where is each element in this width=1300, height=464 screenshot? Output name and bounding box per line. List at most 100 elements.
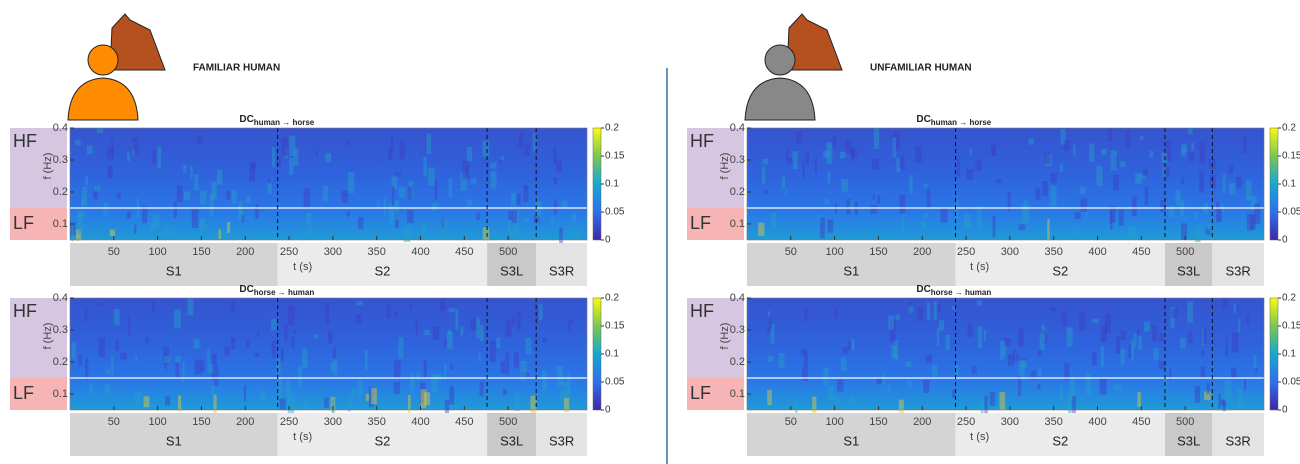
heatmap-texture [1246,316,1249,324]
y-axis-label: f (Hz) [42,153,54,180]
heatmap-texture [1019,224,1026,230]
heatmap-texture [477,213,480,221]
heatmap-texture [199,218,204,231]
heatmap-texture [424,392,430,405]
heatmap-texture [820,217,825,238]
heatmap-texture [246,196,251,203]
heatmap-texture [395,201,399,221]
heatmap-texture [483,141,490,157]
heatmap-texture [1114,385,1121,391]
heatmap-texture [925,355,932,363]
x-tick-label: 500 [1176,416,1194,428]
segment-label: S3R [1226,263,1251,278]
band-label: HF [13,131,37,151]
heatmap-texture [845,139,851,153]
heatmap-texture [284,324,287,341]
heatmap-texture [882,373,884,386]
heatmap-texture [328,331,332,344]
heatmap-texture [277,379,282,398]
y-tick-label: 0.3 [53,324,68,336]
heatmap-texture [834,308,837,319]
heatmap-texture [846,199,850,214]
heatmap-texture [1234,303,1236,312]
heatmap-texture [377,202,379,208]
heatmap-texture [111,356,113,376]
heatmap-texture [463,160,470,178]
heatmap-texture [934,301,937,319]
heatmap-texture [768,311,770,315]
heatmap-texture [1166,141,1171,160]
heatmap-texture [1181,223,1187,239]
icon-unfamiliar [745,14,842,120]
heatmap-texture [330,363,335,370]
heatmap-texture [922,220,927,229]
panel-title: UNFAMILIAR HUMAN [870,63,972,74]
x-tick-label: 200 [236,416,254,428]
colorbar-tick-label: 0.05 [605,207,625,218]
heatmap-texture [157,147,161,169]
heatmap-texture [128,315,130,336]
heatmap-texture [347,212,350,217]
y-tick-label: 0.2 [730,356,745,368]
colorbar-tick-label: 0.15 [1282,151,1300,162]
heatmap-texture [514,352,519,367]
colorbar-tick-label: 0.2 [605,123,619,134]
heatmap-texture [394,382,400,394]
heatmap-texture [440,298,446,311]
heatmap-texture [127,212,131,219]
segment-label: S2 [1052,263,1068,278]
x-tick-label: 250 [957,416,975,428]
heatmap-texture [257,331,259,338]
x-tick-label: 200 [913,246,931,258]
heatmap-texture [132,137,137,143]
heatmap-texture [175,363,178,379]
heatmap-texture [1194,212,1197,219]
heatmap-texture [135,355,137,361]
heatmap-texture [200,191,207,205]
colorbar-tick-label: 0.05 [605,377,625,388]
x-tick-label: 200 [913,416,931,428]
heatmap-texture [272,147,275,167]
heatmap-texture [1060,386,1063,397]
x-tick-label: 300 [324,416,342,428]
heatmap-texture [1254,355,1257,368]
heatmap-texture [490,162,496,168]
heatmap-texture [98,338,104,357]
heatmap-texture [293,329,296,333]
heatmap-texture [408,186,412,199]
heatmap-texture [134,144,138,155]
heatmap-texture [110,230,115,237]
heatmap-texture [1202,206,1206,211]
heatmap-texture [467,200,472,206]
heatmap-texture [348,172,354,193]
heatmap-texture [193,338,199,348]
heatmap-texture [1181,178,1184,185]
segment-label: S2 [374,263,390,278]
heatmap-texture [946,335,950,350]
heatmap-texture [574,229,581,237]
heatmap-texture [175,356,181,362]
heatmap-texture [281,348,284,361]
heatmap-texture [1018,329,1023,347]
x-tick-label: 150 [192,416,210,428]
heatmap-texture [218,229,221,239]
heatmap-texture [832,135,836,147]
title-main: DC [916,114,930,125]
heatmap-texture [1022,204,1029,223]
x-tick-label: 500 [1176,246,1194,258]
heatmap-texture [135,392,142,408]
heatmap-texture [848,341,850,351]
heatmap-texture [479,382,483,396]
heatmap-texture [395,172,401,176]
heatmap-texture [183,165,186,173]
heatmap-texture [150,223,156,230]
band-label: LF [13,383,34,403]
heatmap-texture [289,158,294,175]
heatmap-texture [207,349,210,363]
heatmap-texture [1232,332,1239,352]
heatmap-texture [785,190,788,195]
x-tick-label: 400 [1088,416,1106,428]
heatmap-texture [276,359,280,373]
heatmap-texture [1042,181,1047,196]
heatmap-texture [410,373,414,391]
